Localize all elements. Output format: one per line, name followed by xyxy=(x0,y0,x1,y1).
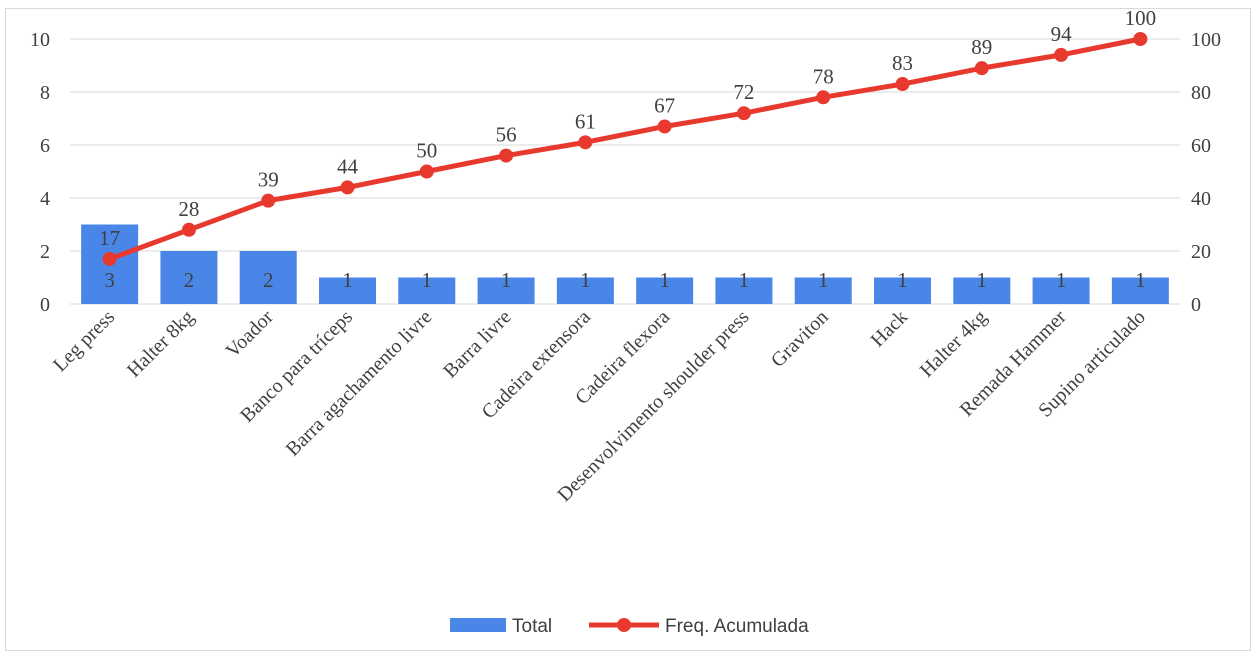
line-point xyxy=(736,106,751,121)
line-point xyxy=(261,193,276,208)
line-point xyxy=(181,222,196,237)
line-value-label: 56 xyxy=(496,123,517,147)
bar xyxy=(239,251,297,304)
y-right-tick-label: 20 xyxy=(1191,241,1211,263)
bar xyxy=(556,277,614,304)
bar-series-total xyxy=(81,224,1169,304)
line-value-label: 89 xyxy=(971,35,992,59)
line-value-label: 78 xyxy=(813,64,834,88)
y-right-tick-label: 100 xyxy=(1191,29,1221,51)
y-axis-right-ticks: 0 20 40 60 80 100 xyxy=(1191,29,1221,316)
bar-value-label: 1 xyxy=(659,268,670,292)
bar-value-label: 1 xyxy=(501,268,512,292)
legend: Total Freq. Acumulada xyxy=(450,616,809,637)
legend-label-freq-acumulada: Freq. Acumulada xyxy=(665,616,809,637)
bar xyxy=(1111,277,1169,304)
chart-frame xyxy=(5,8,1251,651)
bar xyxy=(1032,277,1090,304)
y-right-tick-label: 60 xyxy=(1191,135,1211,157)
y-left-tick-label: 6 xyxy=(40,135,50,157)
bar xyxy=(319,277,376,304)
y-axis-left-ticks: 0 2 4 6 8 10 xyxy=(30,29,50,316)
line-point xyxy=(102,251,117,266)
line-point xyxy=(578,135,593,150)
y-left-tick-label: 4 xyxy=(40,188,50,210)
bar-value-label: 1 xyxy=(1056,268,1067,292)
line-point xyxy=(974,61,989,76)
series-line xyxy=(108,36,1141,262)
line-point xyxy=(499,148,514,163)
legend-swatch-total xyxy=(450,618,506,632)
y-right-tick-label: 0 xyxy=(1191,294,1201,316)
line-value-label: 83 xyxy=(892,51,913,75)
bar xyxy=(715,277,773,304)
line-value-label: 61 xyxy=(575,109,596,133)
bar xyxy=(953,277,1011,304)
x-category-label: Graviton xyxy=(767,306,833,372)
line-value-label: 28 xyxy=(178,197,199,221)
line-value-label: 17 xyxy=(99,226,120,250)
line-value-label: 100 xyxy=(1125,6,1157,30)
y-right-tick-label: 80 xyxy=(1191,82,1211,104)
bar-value-label: 3 xyxy=(104,268,115,292)
bar-value-label: 1 xyxy=(422,268,433,292)
bar-data-labels: 3 2 2 1 1 1 1 1 1 1 1 1 1 1 xyxy=(104,268,1145,292)
line-point xyxy=(816,90,831,105)
x-category-label: Halter 4kg xyxy=(916,306,992,382)
line-value-label: 72 xyxy=(733,80,754,104)
gridlines xyxy=(70,38,1180,305)
x-category-label: Barra livre xyxy=(439,306,516,383)
x-category-label: Voador xyxy=(222,306,278,362)
y-left-tick-label: 0 xyxy=(40,294,50,316)
line-point xyxy=(340,180,355,195)
x-category-label: Hack xyxy=(867,306,912,351)
bar-value-label: 1 xyxy=(818,268,829,292)
line-data-labels: 17 28 39 44 50 56 61 67 72 78 83 89 94 100 xyxy=(99,6,1156,250)
x-category-label: Barra agachamento livre xyxy=(282,306,437,461)
bar xyxy=(636,277,694,304)
bar-value-label: 1 xyxy=(897,268,908,292)
bar-value-label: 1 xyxy=(739,268,750,292)
bar xyxy=(794,277,852,304)
legend-label-total: Total xyxy=(512,616,552,637)
line-value-label: 44 xyxy=(337,154,359,178)
line-value-label: 50 xyxy=(416,139,437,163)
line-series-freq-acumulada xyxy=(102,32,1148,266)
bar-value-label: 2 xyxy=(184,268,195,292)
line-point xyxy=(419,164,434,179)
line-value-label: 39 xyxy=(258,168,279,192)
line-point xyxy=(1054,47,1069,62)
line-point xyxy=(657,119,672,134)
x-category-label: Halter 8kg xyxy=(123,306,199,382)
bar-value-label: 2 xyxy=(263,268,274,292)
bar xyxy=(160,251,218,304)
line-point xyxy=(895,77,910,92)
bar xyxy=(398,277,456,304)
y-left-tick-label: 10 xyxy=(30,29,50,51)
bar xyxy=(874,277,931,304)
line-point xyxy=(1133,32,1148,46)
bar-value-label: 1 xyxy=(342,268,353,292)
line-value-label: 67 xyxy=(654,93,675,117)
bar-value-label: 1 xyxy=(1135,268,1146,292)
legend-swatch-marker xyxy=(617,618,631,632)
y-left-tick-label: 8 xyxy=(40,82,50,104)
line-value-label: 94 xyxy=(1051,22,1073,46)
y-left-tick-label: 2 xyxy=(40,241,50,263)
x-category-label: Leg press xyxy=(49,306,119,376)
bar-value-label: 1 xyxy=(977,268,988,292)
bar xyxy=(477,277,535,304)
y-right-tick-label: 40 xyxy=(1191,188,1211,210)
bar-value-label: 1 xyxy=(580,268,591,292)
